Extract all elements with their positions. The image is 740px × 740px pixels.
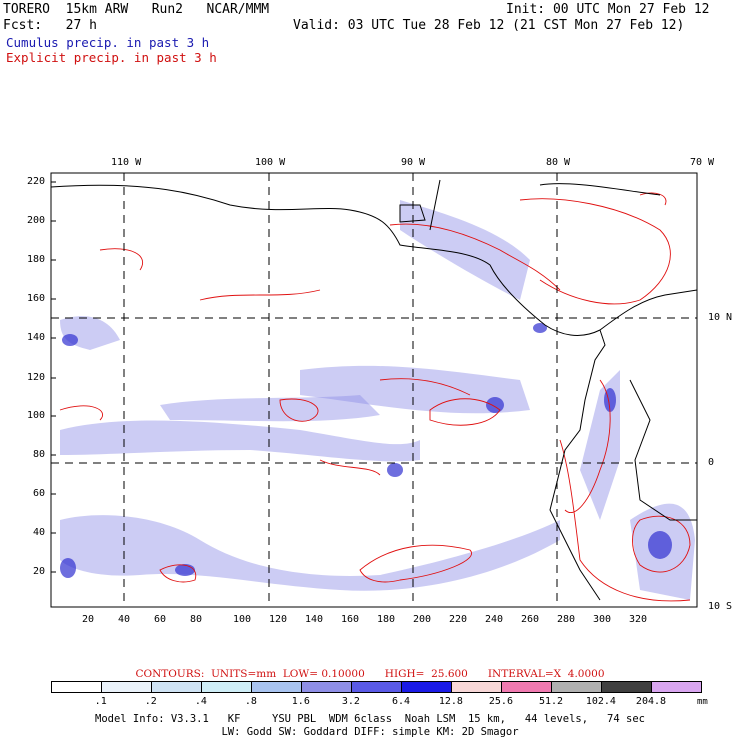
lat-label-0: 0 [708,457,715,468]
color-bar-label: .4 [194,696,207,707]
x-tick: 300 [593,614,612,625]
y-tick: 180 [27,254,46,265]
lon-label-110w: 110 W [111,157,142,168]
cumulus-label: Cumulus precip. in past 3 h [6,35,210,50]
color-bar-label: 102.4 [585,696,616,707]
physics-info: LW: Godd SW: Goddard DIFF: simple KM: 2D… [221,726,519,738]
x-tick: 200 [413,614,432,625]
y-tick: 160 [27,293,46,304]
x-tick: 80 [190,614,203,625]
color-bar-swatch [202,682,252,692]
lat-label-10n: 10 N [708,312,733,323]
x-tick: 120 [269,614,288,625]
y-tick: 200 [27,215,46,226]
contours-info: CONTOURS: UNITS=mm LOW= 0.10000 HIGH= 25… [135,668,605,680]
init-time: Init: 00 UTC Mon 27 Feb 12 [506,2,710,17]
explicit-label: Explicit precip. in past 3 h [6,50,217,65]
color-bar-swatch [652,682,701,692]
color-bar-label: 25.6 [488,696,513,707]
color-bar-label: 12.8 [438,696,463,707]
x-tick: 320 [629,614,648,625]
x-tick: 20 [82,614,95,625]
x-tick: 260 [521,614,540,625]
color-bar-swatch [52,682,102,692]
lat-lon-grid [51,173,697,607]
x-tick: 40 [118,614,131,625]
x-tick: 180 [377,614,396,625]
coastline-layer [50,179,698,601]
x-tick: 60 [154,614,167,625]
x-tick: 160 [341,614,360,625]
color-bar-label: 204.8 [635,696,667,707]
y-tick: 100 [27,410,46,421]
color-bar-swatch [102,682,152,692]
color-bar-swatch [302,682,352,692]
color-bar-swatch [252,682,302,692]
color-bar-swatch [402,682,452,692]
lat-label-10s: 10 S [708,601,733,612]
lon-label-100w: 100 W [255,157,286,168]
color-bar-label: 3.2 [341,696,360,707]
color-bar-label: .2 [144,696,157,707]
y-tick: 60 [33,488,46,499]
x-tick: 100 [233,614,252,625]
color-bar-swatch [452,682,502,692]
x-tick: 240 [485,614,504,625]
color-bar-label: .8 [244,696,257,707]
axis-tick-marks [51,181,56,573]
color-bar-swatch [602,682,652,692]
color-bar-label: 6.4 [391,696,410,707]
forecast-hour: Fcst: 27 h [3,18,97,33]
color-bar-units: mm [697,697,708,707]
color-bar-swatch [152,682,202,692]
x-tick: 140 [305,614,324,625]
model-title: TORERO 15km ARW Run2 NCAR/MMM [3,2,270,17]
y-tick: 140 [27,332,46,343]
color-bar-label: 1.6 [291,696,310,707]
explicit-precip-contours [59,192,691,602]
y-tick: 120 [27,372,46,383]
lon-label-90w: 90 W [401,157,426,168]
color-bar-swatch [352,682,402,692]
x-tick: 280 [557,614,576,625]
x-tick: 220 [449,614,468,625]
y-tick: 80 [33,449,46,460]
color-bar-label: .1 [94,696,107,707]
lon-label-80w: 80 W [546,157,571,168]
color-bar-swatch [552,682,602,692]
color-bar-swatch [502,682,552,692]
y-tick: 220 [27,176,46,187]
cumulus-heavy-layer [60,323,672,578]
color-bar [51,681,702,693]
y-tick: 20 [33,566,46,577]
color-bar-label: 51.2 [538,696,564,707]
y-tick: 40 [33,527,46,538]
map-frame [50,172,698,608]
lon-label-70w: 70 W [690,157,715,168]
model-info: Model Info: V3.3.1 KF YSU PBL WDM 6class… [95,713,645,725]
valid-time: Valid: 03 UTC Tue 28 Feb 12 (21 CST Mon … [293,18,685,33]
